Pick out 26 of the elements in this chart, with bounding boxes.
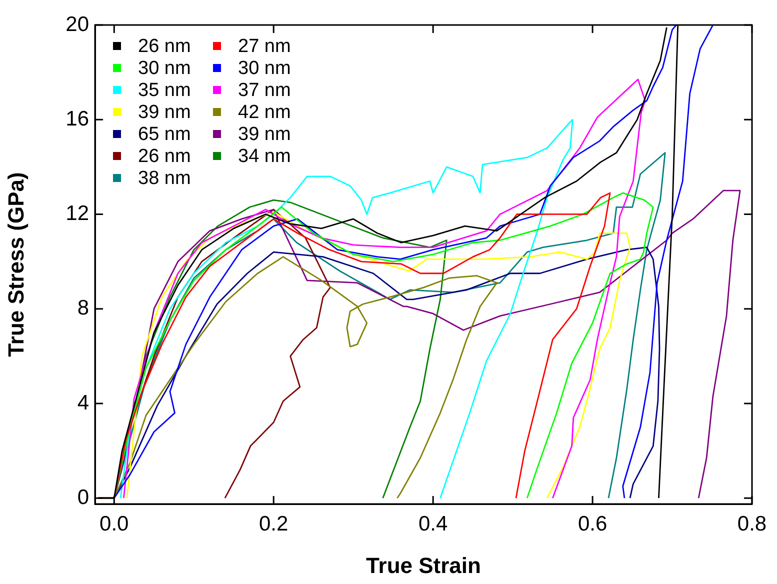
y-tick-label: 12: [66, 202, 89, 226]
legend-label: 39 nm: [238, 124, 291, 146]
legend-label: 38 nm: [138, 168, 191, 190]
legend-label: 37 nm: [238, 80, 291, 102]
x-tick-label: 0.8: [737, 512, 767, 536]
legend-label: 39 nm: [138, 102, 191, 124]
legend-label: 27 nm: [238, 36, 291, 58]
legend-label: 35 nm: [138, 80, 191, 102]
legend-label: 26 nm: [138, 36, 191, 58]
y-tick-label: 20: [66, 12, 89, 36]
x-axis-title: True Strain: [366, 552, 481, 578]
x-tick-label: 0.4: [418, 512, 448, 536]
legend-label: 34 nm: [238, 146, 291, 168]
y-tick-label: 16: [66, 107, 89, 130]
y-axis-title: True Stress (GPa): [3, 172, 28, 357]
legend-label: 30 nm: [238, 58, 291, 80]
legend-label: 65 nm: [138, 124, 191, 146]
y-tick-label: 4: [77, 391, 90, 414]
legend-label: 42 nm: [238, 102, 291, 124]
x-tick-label: 0.6: [578, 512, 608, 536]
x-tick-label: 0.0: [100, 512, 129, 536]
x-tick-label: 0.2: [259, 512, 288, 536]
legend-label: 30 nm: [138, 58, 191, 80]
y-tick-label: 0: [77, 486, 89, 509]
legend-label: 26 nm: [138, 146, 191, 168]
y-tick-label: 8: [77, 296, 89, 320]
